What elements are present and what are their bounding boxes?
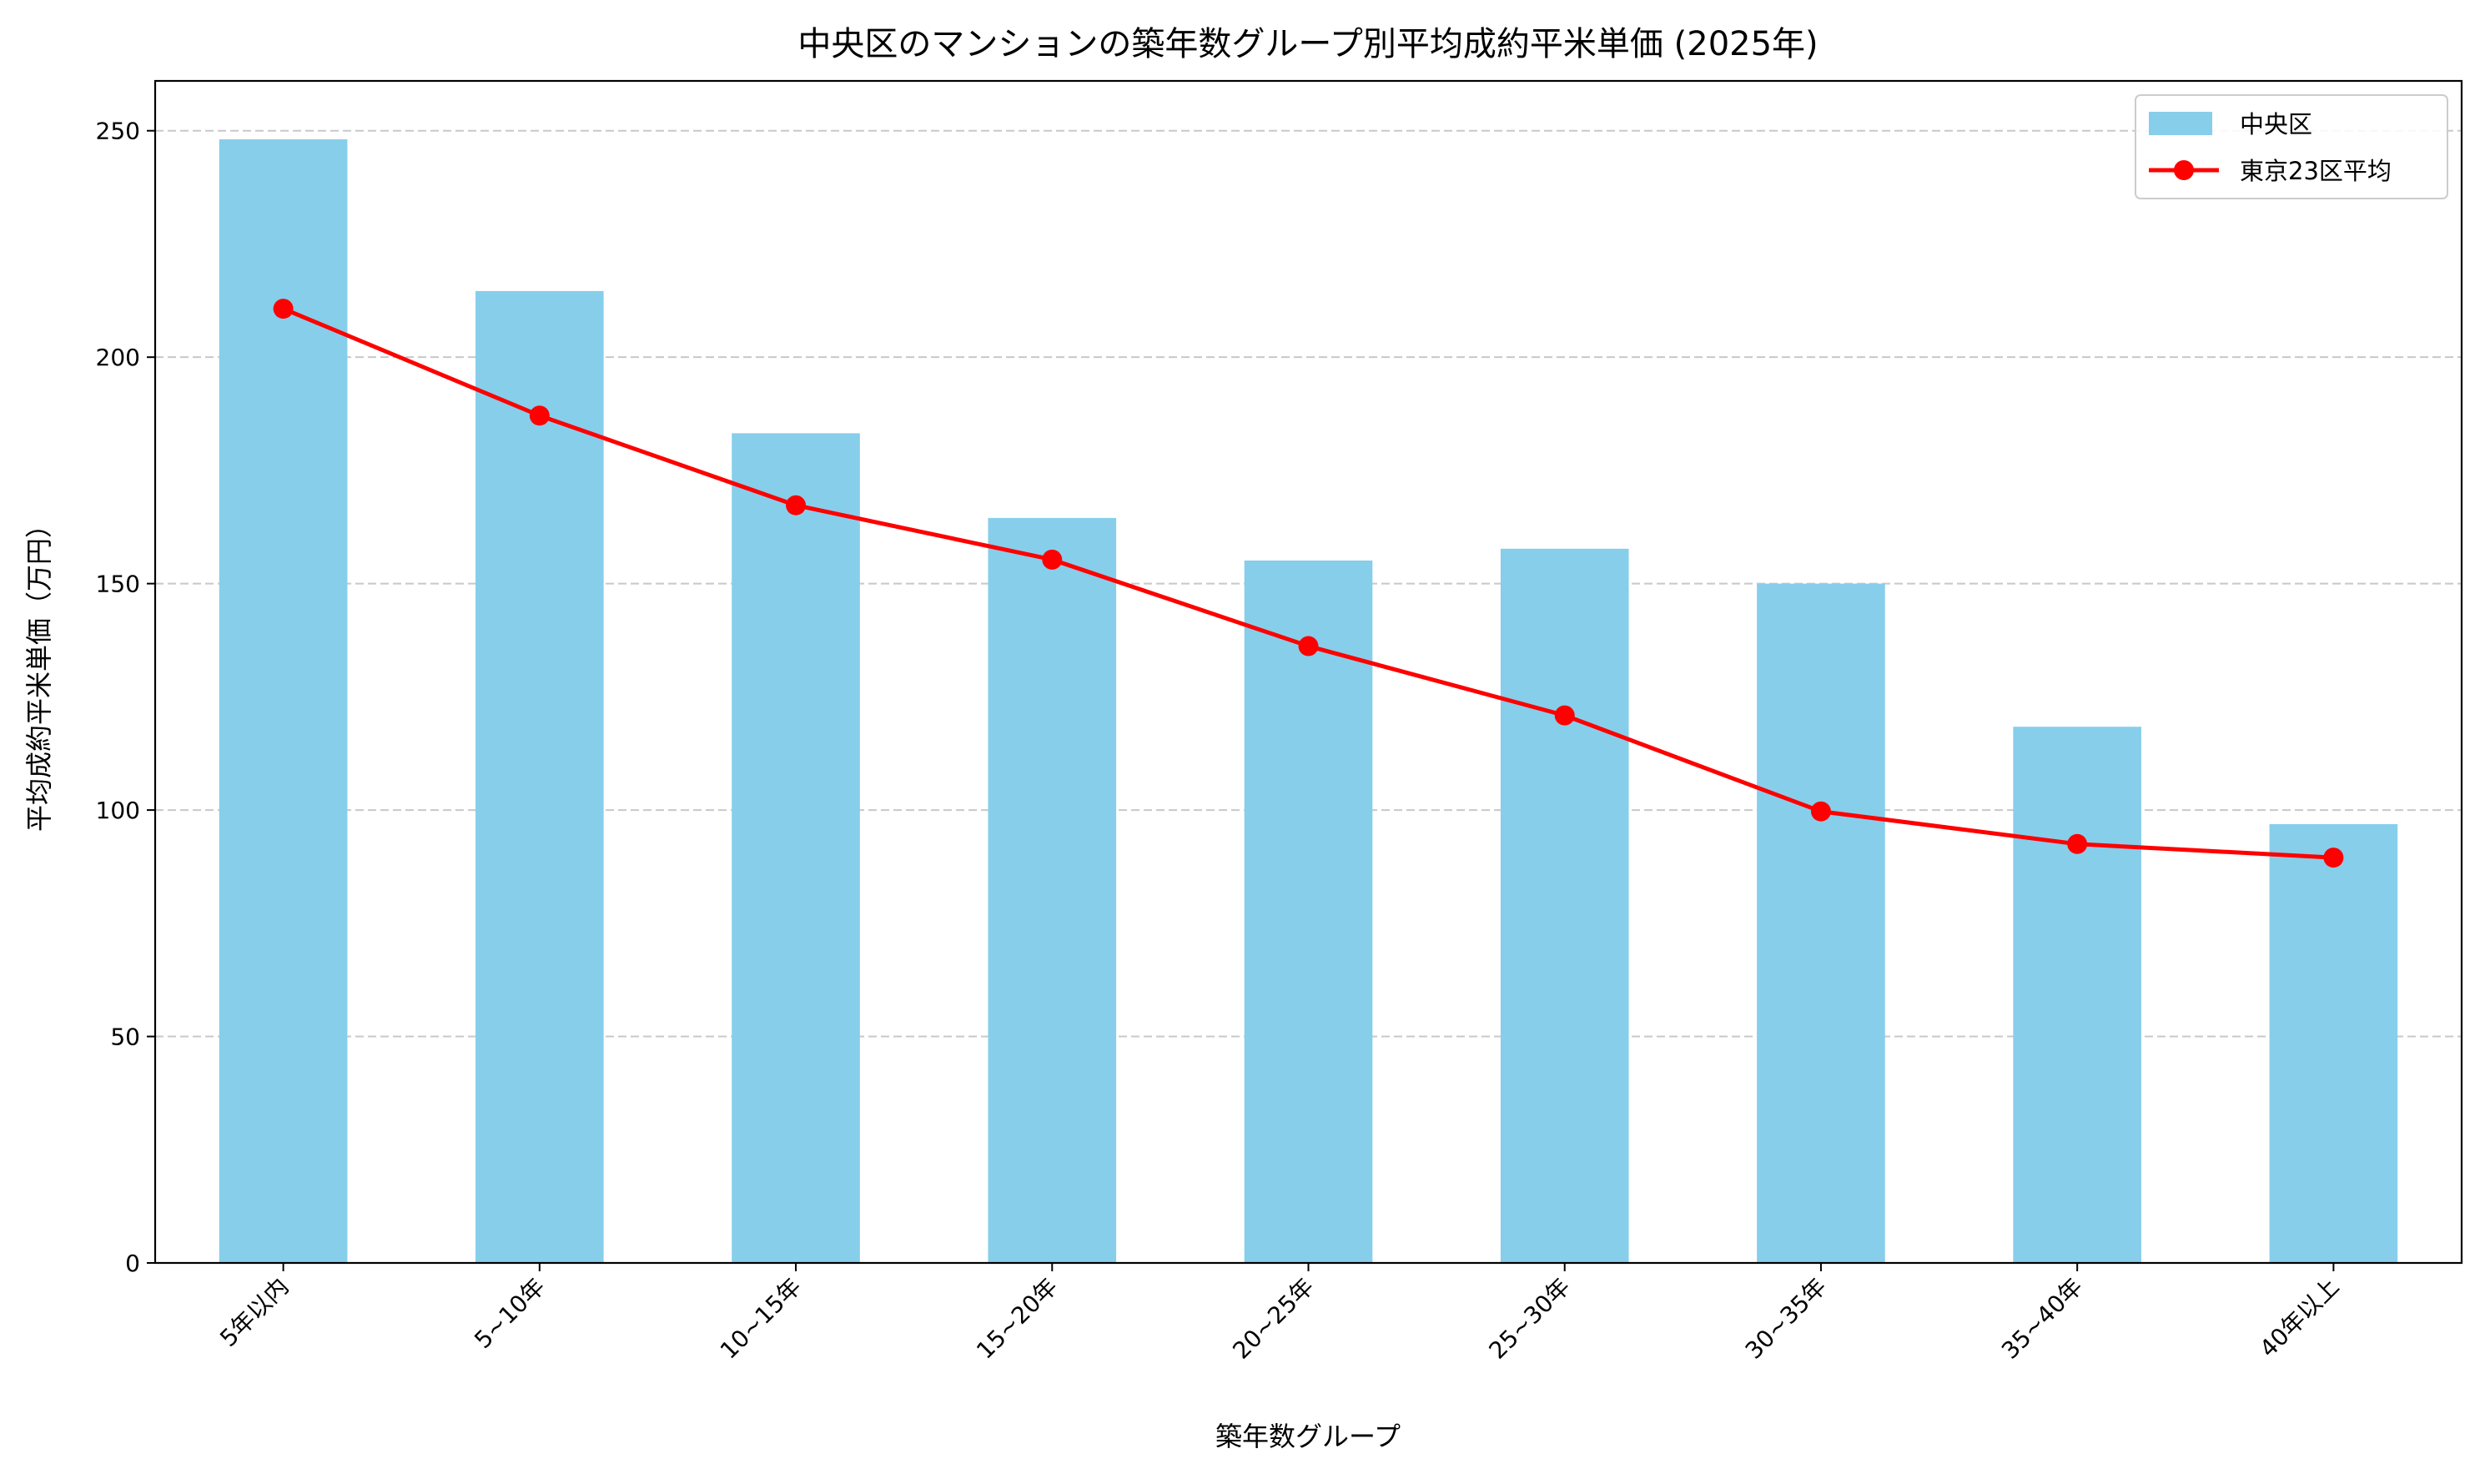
bar bbox=[988, 517, 1117, 1263]
line-marker bbox=[2323, 848, 2344, 868]
x-tick-label: 5~10年 bbox=[469, 1273, 551, 1355]
y-tick-label: 0 bbox=[125, 1250, 140, 1277]
y-axis-label: 平均成約平米単価（万円） bbox=[23, 511, 55, 832]
x-axis: 5年以内 5~10年 10~15年 15~20年 20~25年 25~30年 30~35年 3… bbox=[214, 1263, 2344, 1365]
y-tick-label: 250 bbox=[96, 118, 140, 145]
y-tick-label: 200 bbox=[96, 344, 140, 371]
x-tick-label: 30~35年 bbox=[1740, 1273, 1832, 1365]
legend-box bbox=[2135, 94, 2448, 199]
x-tick-label: 5年以内 bbox=[214, 1273, 294, 1352]
line-marker bbox=[786, 495, 807, 516]
legend-bar-swatch bbox=[2149, 112, 2212, 135]
y-tick-label: 150 bbox=[96, 571, 140, 598]
legend: 中央区 東京23区平均 bbox=[2135, 94, 2448, 199]
x-tick-label: 35~40年 bbox=[1996, 1273, 2088, 1365]
y-axis: 0 50 100 150 200 250 bbox=[96, 118, 155, 1277]
line-series bbox=[273, 299, 2344, 868]
bar bbox=[2013, 727, 2141, 1263]
bar bbox=[2269, 823, 2398, 1263]
bar bbox=[1500, 548, 1629, 1263]
line-marker bbox=[529, 405, 550, 426]
bar bbox=[475, 290, 604, 1263]
line-marker bbox=[1042, 549, 1063, 570]
y-tick-label: 50 bbox=[110, 1024, 140, 1051]
line-marker bbox=[273, 299, 294, 319]
line-marker bbox=[1554, 705, 1575, 726]
x-tick-label: 15~20年 bbox=[971, 1273, 1063, 1365]
bar-series bbox=[219, 139, 2398, 1263]
x-tick-label: 10~15年 bbox=[715, 1273, 807, 1365]
line-marker bbox=[1810, 801, 1831, 822]
bar bbox=[732, 433, 860, 1263]
legend-label-line: 東京23区平均 bbox=[2240, 157, 2392, 185]
bar bbox=[1757, 583, 1885, 1263]
legend-line-marker bbox=[2174, 160, 2194, 180]
x-axis-label: 築年数グループ bbox=[1215, 1421, 1401, 1452]
bar bbox=[1244, 560, 1373, 1263]
y-tick-label: 100 bbox=[96, 797, 140, 824]
x-tick-label: 40年以上 bbox=[2254, 1273, 2344, 1363]
x-tick-label: 25~30年 bbox=[1484, 1273, 1576, 1365]
line-marker bbox=[2067, 833, 2088, 854]
line-marker bbox=[1298, 636, 1319, 656]
chart-title: 中央区のマンションの築年数グループ別平均成約平米単価 (2025年) bbox=[797, 25, 1818, 63]
x-tick-label: 20~25年 bbox=[1227, 1273, 1319, 1365]
legend-label-bar: 中央区 bbox=[2240, 110, 2312, 138]
